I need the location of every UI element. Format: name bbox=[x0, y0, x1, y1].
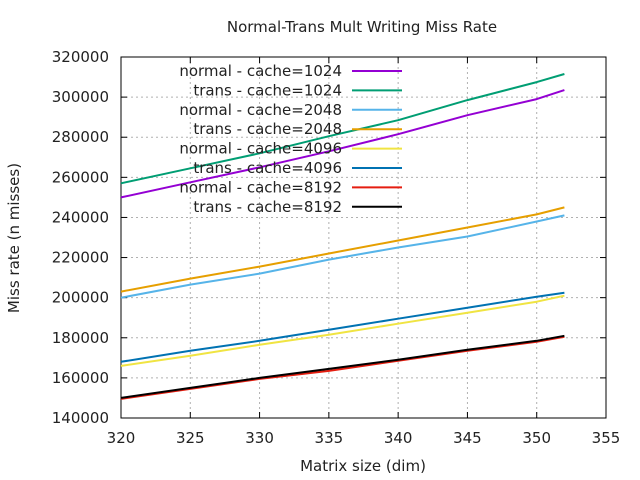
x-axis-label: Matrix size (dim) bbox=[300, 457, 426, 475]
series-line-2 bbox=[120, 73, 565, 185]
legend-label: trans - cache=1024 bbox=[193, 81, 342, 99]
legend-label: normal - cache=2048 bbox=[179, 101, 342, 119]
y-tick-label: 280000 bbox=[52, 128, 109, 146]
y-tick-label: 180000 bbox=[52, 329, 109, 347]
x-tick-label: 330 bbox=[245, 429, 274, 447]
y-tick-label: 300000 bbox=[52, 88, 109, 106]
chart-title: Normal-Trans Mult Writing Miss Rate bbox=[227, 18, 497, 36]
legend-label: trans - cache=4096 bbox=[193, 159, 342, 177]
series-line-5 bbox=[120, 294, 565, 367]
series-line-8 bbox=[120, 334, 565, 399]
x-tick-label: 345 bbox=[453, 429, 482, 447]
y-tick-label: 200000 bbox=[52, 289, 109, 307]
x-tick-label: 335 bbox=[315, 429, 344, 447]
y-tick-label: 260000 bbox=[52, 168, 109, 186]
x-tick-label: 325 bbox=[176, 429, 205, 447]
legend-label: normal - cache=8192 bbox=[179, 178, 342, 196]
y-tick-label: 160000 bbox=[52, 369, 109, 387]
y-axis-label: Miss rate (n misses) bbox=[5, 163, 23, 313]
y-tick-label: 140000 bbox=[52, 409, 109, 427]
legend-label: trans - cache=8192 bbox=[193, 198, 342, 216]
y-tick-label: 220000 bbox=[52, 249, 109, 267]
x-tick-label: 320 bbox=[107, 429, 136, 447]
x-tick-label: 355 bbox=[592, 429, 621, 447]
axes: 320 325 330 335 340 345 350 355 140000 160000 1800… bbox=[52, 48, 621, 447]
series-line-4 bbox=[120, 206, 565, 293]
series-line-1 bbox=[120, 89, 565, 199]
series-line-3 bbox=[120, 214, 565, 299]
y-tick-label: 240000 bbox=[52, 208, 109, 226]
legend-label: trans - cache=2048 bbox=[193, 120, 342, 138]
legend-label: normal - cache=4096 bbox=[179, 140, 342, 158]
plot-frame bbox=[120, 56, 607, 419]
series-group bbox=[120, 73, 565, 400]
x-tick-label: 350 bbox=[522, 429, 551, 447]
series-line-6 bbox=[120, 291, 565, 363]
y-tick-label: 320000 bbox=[52, 48, 109, 66]
legend-label: normal - cache=1024 bbox=[179, 62, 342, 80]
x-tick-label: 340 bbox=[384, 429, 413, 447]
